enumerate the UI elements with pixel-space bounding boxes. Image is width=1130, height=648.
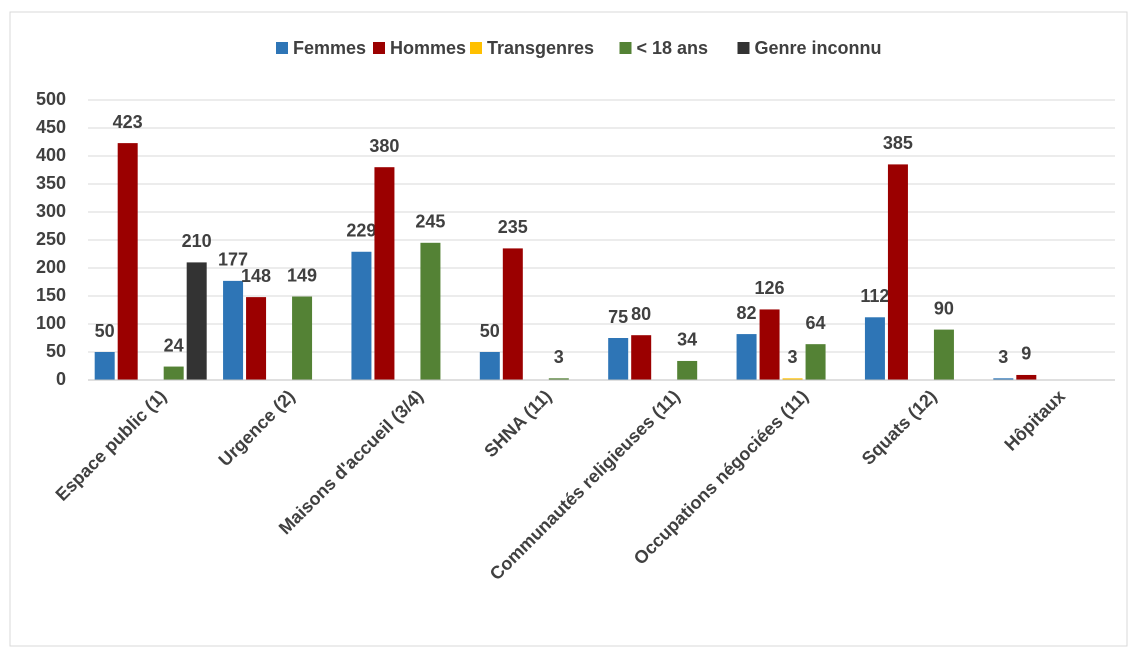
legend-swatch	[737, 42, 750, 54]
bar	[94, 352, 115, 380]
chart-frame	[9, 11, 1128, 647]
value-label: 149	[287, 265, 317, 285]
y-tick-label: 150	[36, 285, 66, 305]
value-label: 34	[677, 330, 697, 350]
bar	[759, 309, 780, 380]
value-label: 177	[218, 250, 248, 270]
bar	[351, 251, 372, 380]
value-label: 229	[346, 221, 376, 241]
value-label: 380	[369, 136, 399, 156]
bar	[608, 338, 629, 380]
value-label: 75	[608, 307, 628, 327]
value-label: 235	[498, 217, 528, 237]
bar	[223, 280, 244, 380]
bar	[736, 334, 757, 380]
bar	[993, 378, 1014, 380]
bar	[246, 297, 267, 380]
value-label: 3	[998, 347, 1008, 367]
legend-swatch	[470, 42, 482, 54]
y-tick-label: 450	[36, 117, 66, 137]
bar	[887, 164, 908, 380]
y-tick-label: 400	[36, 145, 66, 165]
value-label: 126	[755, 278, 785, 298]
y-tick-label: 100	[36, 313, 66, 333]
y-tick-label: 200	[36, 257, 66, 277]
value-label: 423	[113, 112, 143, 132]
legend-swatch	[373, 42, 385, 54]
bar	[479, 352, 500, 380]
value-label: 148	[241, 266, 271, 286]
value-label: 3	[788, 347, 798, 367]
value-label: 50	[480, 321, 500, 341]
y-tick-label: 250	[36, 229, 66, 249]
value-label: 82	[737, 303, 757, 323]
legend-label: Genre inconnu	[755, 38, 882, 58]
bar	[117, 143, 138, 380]
bar	[677, 360, 698, 380]
bar	[933, 329, 954, 380]
y-tick-label: 0	[56, 369, 66, 389]
value-label: 210	[182, 231, 212, 251]
bar	[1016, 374, 1037, 380]
value-label: 64	[806, 313, 826, 333]
legend-label: Transgenres	[487, 38, 594, 58]
value-label: 50	[95, 321, 115, 341]
legend-label: < 18 ans	[637, 38, 709, 58]
bar	[186, 262, 207, 380]
value-label: 245	[415, 212, 445, 232]
value-label: 3	[554, 347, 564, 367]
bar	[631, 335, 652, 380]
bar	[163, 366, 184, 380]
bar	[805, 344, 826, 380]
value-label: 80	[631, 304, 651, 324]
y-tick-label: 350	[36, 173, 66, 193]
value-label: 385	[883, 133, 913, 153]
y-tick-label: 300	[36, 201, 66, 221]
value-label: 112	[860, 286, 889, 306]
bar	[502, 248, 523, 380]
y-tick-label: 50	[46, 341, 66, 361]
legend-label: Hommes	[390, 38, 466, 58]
bar	[782, 378, 803, 380]
value-label: 90	[934, 298, 954, 318]
value-label: 9	[1021, 344, 1031, 364]
legend-swatch	[619, 42, 632, 54]
bar	[420, 242, 441, 380]
legend-label: Femmes	[293, 38, 366, 58]
legend-swatch	[276, 42, 288, 54]
value-label: 24	[164, 335, 184, 355]
bar	[548, 378, 569, 380]
bar	[374, 167, 395, 380]
y-tick-label: 500	[36, 89, 66, 109]
bar	[864, 317, 885, 380]
bar	[292, 296, 313, 380]
